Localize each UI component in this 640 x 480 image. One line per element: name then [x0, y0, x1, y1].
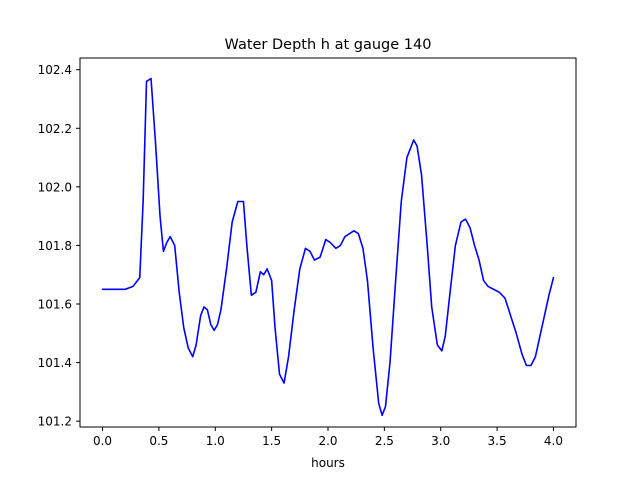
y-tick-label: 102.0: [38, 180, 72, 194]
x-tick-label: 0.0: [93, 434, 112, 448]
x-tick-label: 2.0: [318, 434, 337, 448]
x-tick-label: 3.0: [431, 434, 450, 448]
x-tick-label: 2.5: [375, 434, 394, 448]
water-depth-line: [101, 77, 555, 417]
x-tick-label: 1.0: [206, 434, 225, 448]
plot-area-frame: [79, 57, 577, 428]
y-tick-label: 101.2: [38, 415, 72, 429]
x-axis-ticks: 0.0 0.5 1.0 1.5 2.0 2.5 3.0 3.5 4.0: [93, 427, 563, 448]
x-tick-label: 1.5: [262, 434, 281, 448]
y-tick-label: 101.4: [38, 356, 72, 370]
chart-title: Water Depth h at gauge 140: [225, 37, 432, 53]
y-tick-label: 101.6: [38, 298, 72, 312]
x-tick-label: 3.5: [488, 434, 507, 448]
x-tick-label: 4.0: [544, 434, 563, 448]
y-axis-ticks: 101.2 101.4 101.6 101.8 102.0 102.2 102.4: [38, 63, 80, 429]
y-tick-label: 102.4: [38, 63, 72, 77]
x-axis-label: hours: [311, 456, 345, 470]
y-tick-label: 102.2: [38, 122, 72, 136]
x-tick-label: 0.5: [149, 434, 168, 448]
y-tick-label: 101.8: [38, 239, 72, 253]
